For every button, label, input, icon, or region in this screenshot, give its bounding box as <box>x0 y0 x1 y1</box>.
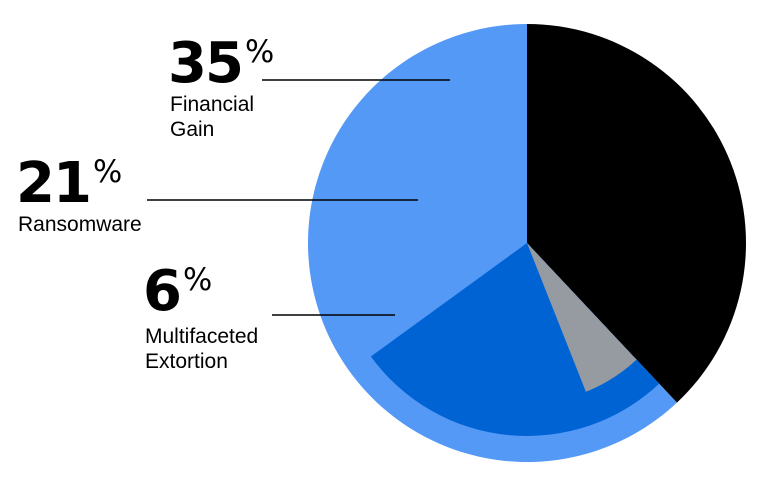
slice-percent-label-1: 21% <box>16 151 122 216</box>
slice-percent-unit-2: % <box>183 262 212 298</box>
pie-labels: 35%FinancialGain21%Ransomware6%Multiface… <box>16 31 450 373</box>
pie-slices <box>307 24 746 462</box>
slice-name-label-1-line-0: Ransomware <box>18 213 142 236</box>
slice-percent-label-0: 35% <box>168 31 274 96</box>
pie-slice-remainder <box>527 24 746 403</box>
pie-slice-2 <box>527 243 637 392</box>
slice-name-label-2-line-1: Extortion <box>145 350 228 373</box>
slice-percent-unit-1: % <box>93 154 122 190</box>
slice-percent-value-0: 35 <box>168 31 242 96</box>
slice-percent-value-1: 21 <box>16 151 90 216</box>
slice-percent-value-2: 6 <box>143 259 180 324</box>
slice-percent-label-2: 6% <box>143 259 212 324</box>
slice-percent-unit-0: % <box>245 34 274 70</box>
slice-name-label-0-line-1: Gain <box>170 118 214 141</box>
slice-name-label-0-line-0: Financial <box>170 93 254 116</box>
slice-name-label-2-line-0: Multifaceted <box>145 325 258 348</box>
